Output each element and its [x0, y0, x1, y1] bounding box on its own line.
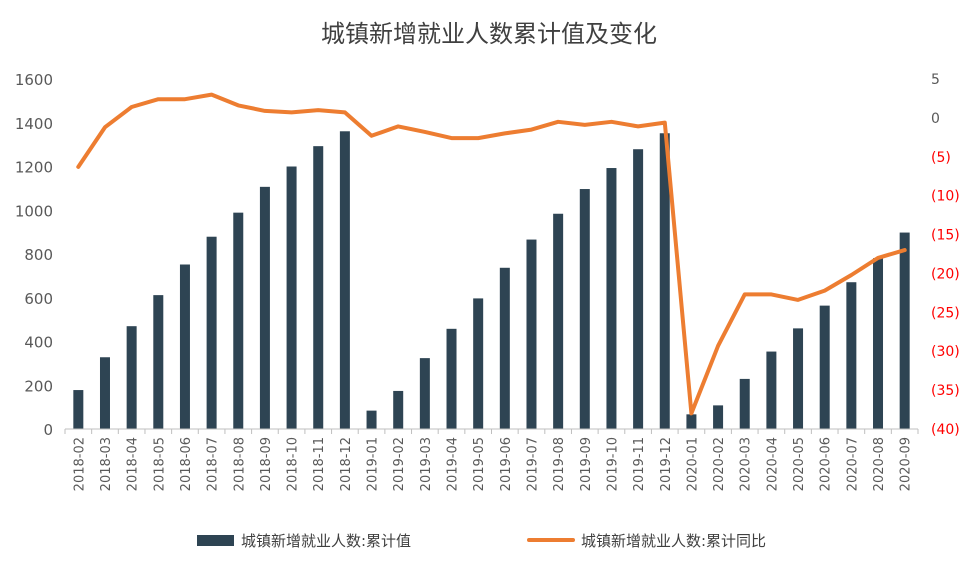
- x-tick-label: 2019-03: [419, 437, 434, 491]
- x-tick-label: 2018-10: [286, 437, 301, 491]
- x-tick-label: 2020-05: [792, 437, 807, 491]
- bar: [393, 391, 403, 429]
- bar-series: [73, 131, 909, 429]
- left-tick-label: 1000: [15, 202, 53, 220]
- x-tick-label: 2019-06: [499, 437, 514, 491]
- bar: [500, 268, 510, 429]
- x-tick-label: 2020-06: [819, 437, 834, 491]
- x-tick-label: 2019-01: [366, 437, 381, 491]
- right-tick-label: (35): [931, 383, 960, 399]
- left-tick-label: 1400: [15, 115, 53, 133]
- x-tick-label: 2018-12: [339, 437, 354, 491]
- right-tick-label: (20): [931, 266, 960, 282]
- left-tick-label: 1600: [15, 71, 53, 89]
- bar: [526, 240, 536, 429]
- legend-bar-label: 城镇新增就业人数:累计值: [241, 532, 411, 550]
- x-tick-label: 2018-02: [72, 437, 87, 491]
- left-tick-label: 1200: [15, 159, 53, 177]
- x-tick-label: 2018-06: [179, 437, 194, 491]
- bar: [127, 326, 137, 429]
- bar: [340, 131, 350, 429]
- legend-bar-swatch: [197, 535, 234, 546]
- x-tick-label: 2020-02: [712, 437, 727, 491]
- bar: [207, 237, 217, 429]
- x-tick-label: 2018-09: [259, 437, 274, 491]
- legend-line-label: 城镇新增就业人数:累计同比: [581, 532, 766, 550]
- right-tick-label: 0: [931, 111, 940, 127]
- x-tick-label: 2020-08: [872, 437, 887, 491]
- left-tick-label: 400: [24, 334, 53, 352]
- right-tick-label: (25): [931, 305, 960, 321]
- x-tick-label: 2018-08: [232, 437, 247, 491]
- left-tick-label: 0: [43, 421, 53, 439]
- chart-title: 城镇新增就业人数累计值及变化: [321, 20, 657, 48]
- left-tick-label: 200: [24, 377, 53, 395]
- bar: [766, 352, 776, 429]
- x-tick-label: 2020-09: [899, 437, 914, 491]
- bar: [580, 189, 590, 429]
- bar: [447, 329, 457, 429]
- bar: [820, 306, 830, 429]
- right-tick-label: (5): [931, 150, 951, 166]
- bar: [740, 379, 750, 429]
- bar: [287, 167, 297, 430]
- x-tick-label: 2019-04: [446, 437, 461, 491]
- right-tick-label: (40): [931, 422, 960, 438]
- bar: [606, 168, 616, 429]
- bar: [260, 187, 270, 429]
- x-tick-label: 2020-03: [739, 437, 754, 491]
- right-tick-label: (15): [931, 228, 960, 244]
- x-tick-label: 2019-09: [579, 437, 594, 491]
- x-tick-label: 2019-10: [605, 437, 620, 491]
- bar: [153, 295, 163, 429]
- x-tick-label: 2020-07: [845, 437, 860, 491]
- bar: [313, 146, 323, 429]
- bar: [900, 233, 910, 429]
- left-tick-label: 800: [24, 246, 53, 264]
- right-tick-label: 5: [931, 72, 940, 88]
- x-tick-label: 2019-07: [525, 437, 540, 491]
- x-tick-label: 2019-05: [472, 437, 487, 491]
- growth-line: [78, 95, 904, 414]
- bar: [473, 298, 483, 429]
- bar: [846, 282, 856, 429]
- x-tick-label: 2018-11: [312, 437, 327, 491]
- left-axis: 0 200 400 600 800 1000 1200 1400 1600: [15, 71, 53, 439]
- x-tick-label: 2020-01: [685, 437, 700, 491]
- x-tick-label: 2018-03: [99, 437, 114, 491]
- bar: [100, 357, 110, 429]
- x-tick-label: 2018-04: [126, 437, 141, 491]
- bar: [633, 149, 643, 429]
- bar: [686, 414, 696, 429]
- line-series: [78, 94, 905, 413]
- x-tick-label: 2019-12: [659, 437, 674, 491]
- x-tick-label: 2018-05: [152, 437, 167, 491]
- bar: [553, 214, 563, 429]
- bar: [713, 405, 723, 429]
- x-tick-label: 2019-08: [552, 437, 567, 491]
- bar: [233, 213, 243, 429]
- legend: 城镇新增就业人数:累计值 城镇新增就业人数:累计同比: [197, 532, 766, 550]
- x-tick-label: 2019-02: [392, 437, 407, 491]
- right-tick-label: (30): [931, 344, 960, 360]
- bar: [180, 265, 190, 430]
- left-tick-label: 600: [24, 290, 53, 308]
- bar: [793, 328, 803, 429]
- bar: [73, 390, 83, 429]
- x-tick-label: 2019-11: [632, 437, 647, 491]
- bar: [420, 358, 430, 429]
- x-axis: 2018-02 2018-03 2018-04 2018-05 2018-06 2018-…: [65, 429, 918, 491]
- right-axis: 5 0 (5) (10) (15) (20) (25) (30) (35) (40): [931, 72, 960, 438]
- bar: [367, 411, 377, 429]
- x-tick-label: 2018-07: [206, 437, 221, 491]
- bar: [873, 258, 883, 429]
- x-tick-label: 2020-04: [765, 437, 780, 491]
- right-tick-label: (10): [931, 189, 960, 205]
